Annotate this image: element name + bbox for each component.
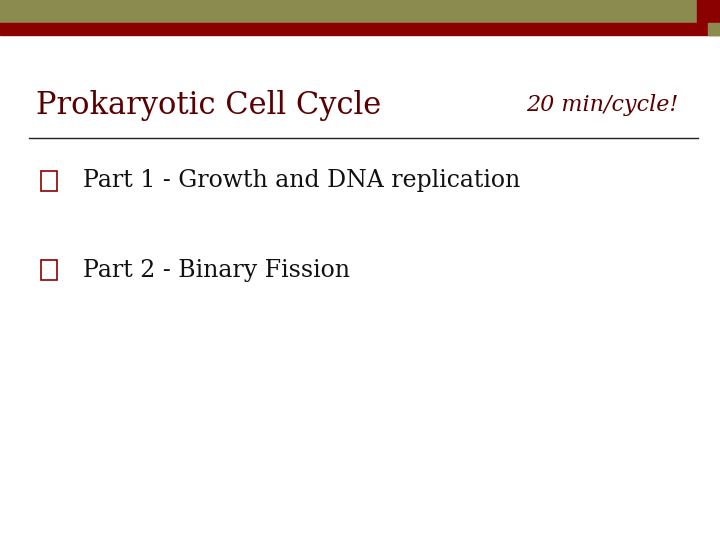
- Text: Part 2 - Binary Fission: Part 2 - Binary Fission: [83, 259, 350, 281]
- Text: Prokaryotic Cell Cycle: Prokaryotic Cell Cycle: [36, 90, 382, 121]
- Text: Part 1 - Growth and DNA replication: Part 1 - Growth and DNA replication: [83, 170, 520, 192]
- Text: 20 min/cycle!: 20 min/cycle!: [526, 94, 678, 116]
